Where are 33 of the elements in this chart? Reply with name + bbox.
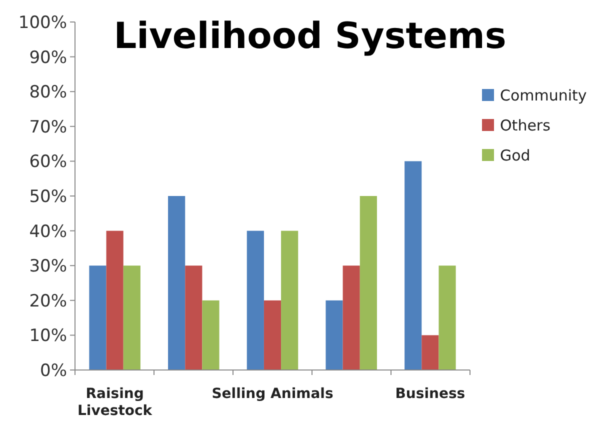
legend-label: Others <box>500 116 551 134</box>
bar <box>326 300 343 370</box>
bar <box>123 266 140 370</box>
bar <box>246 230 264 370</box>
y-tick-label: 100% <box>18 12 67 33</box>
y-tick-label: 80% <box>29 82 67 103</box>
y-tick-label: 40% <box>29 222 67 242</box>
bar <box>438 266 456 370</box>
y-tick-label: 20% <box>29 291 67 312</box>
bar <box>202 300 220 370</box>
bar <box>404 161 422 370</box>
bar <box>168 196 186 370</box>
y-tick-label: 50% <box>29 186 67 207</box>
x-tick-label: Selling Animals <box>212 386 334 402</box>
bar <box>185 266 202 370</box>
x-tick-label: Raising Livestock <box>78 386 153 419</box>
bar <box>360 196 377 370</box>
y-tick-label: 0% <box>40 360 67 381</box>
bar <box>422 335 439 370</box>
y-tick-label: 90% <box>29 48 67 68</box>
y-tick-label: 60% <box>29 152 67 172</box>
y-tick-label: 70% <box>29 117 67 138</box>
x-tick-label: Business <box>395 386 466 402</box>
y-tick-label: 10% <box>29 326 67 346</box>
bar <box>281 230 298 370</box>
chart-title: Livelihood Systems <box>114 16 506 57</box>
bar <box>89 266 106 370</box>
y-tick-label: 30% <box>29 256 67 277</box>
bar <box>264 300 282 370</box>
legend-label: Community <box>500 86 587 104</box>
legend-label: God <box>500 146 530 164</box>
bar <box>342 266 360 370</box>
bar <box>106 230 124 370</box>
